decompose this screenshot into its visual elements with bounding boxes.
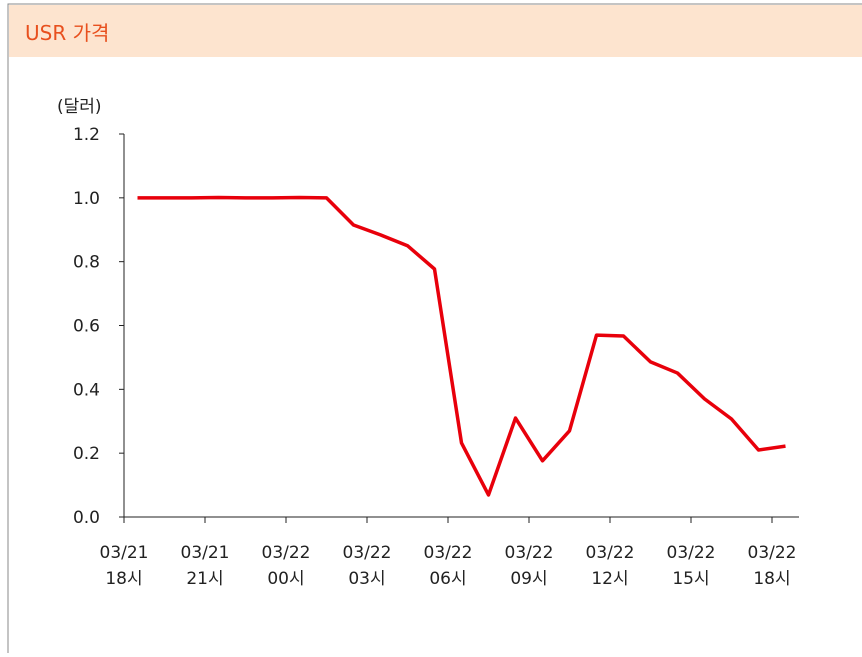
x-tick-label: 03/22 18시 xyxy=(748,543,797,589)
x-tick-label: 03/21 18시 xyxy=(100,543,149,589)
y-tick-label: 0.0 xyxy=(73,508,100,528)
x-tick-label: 03/22 00시 xyxy=(262,543,311,589)
x-tick-label: 03/22 09시 xyxy=(505,543,554,589)
y-tick-label: 0.8 xyxy=(73,253,100,273)
header-band xyxy=(9,5,862,57)
x-tick-label: 03/22 12시 xyxy=(586,543,635,589)
y-tick-label: 0.4 xyxy=(73,380,100,400)
y-tick-label: 0.6 xyxy=(73,317,100,337)
x-tick-label: 03/22 06시 xyxy=(424,543,473,589)
x-tick-label: 03/22 03시 xyxy=(343,543,392,589)
x-tick-label: 03/21 21시 xyxy=(181,543,230,589)
y-tick-label: 0.2 xyxy=(73,444,100,464)
y-tick-label: 1.2 xyxy=(73,125,100,145)
y-tick-label: 1.0 xyxy=(73,189,100,209)
header-title: USR 가격 xyxy=(25,21,109,45)
frame xyxy=(7,3,862,657)
x-tick-label: 03/22 15시 xyxy=(667,543,716,589)
y-axis-label: (달러) xyxy=(57,97,102,117)
line-series xyxy=(137,195,786,497)
